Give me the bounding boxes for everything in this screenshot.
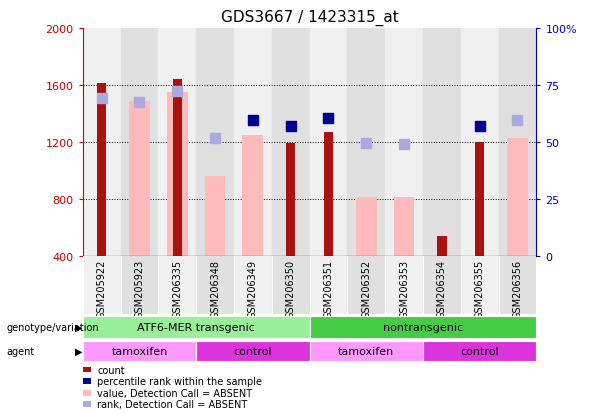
Bar [272, 29, 310, 256]
Bar [310, 256, 348, 314]
Text: tamoxifen: tamoxifen [112, 346, 167, 356]
Bar [498, 29, 536, 256]
Bar [196, 29, 234, 256]
Point [475, 123, 485, 130]
Bar [196, 341, 310, 361]
Text: control: control [234, 346, 272, 356]
Bar [498, 256, 536, 314]
Bar [423, 256, 461, 314]
Bar [83, 341, 196, 361]
Bar [205, 176, 226, 256]
Bar [394, 198, 414, 256]
Text: GSM206354: GSM206354 [437, 259, 447, 318]
Text: GSM206351: GSM206351 [324, 259, 333, 318]
Text: tamoxifen: tamoxifen [338, 346, 394, 356]
Bar [385, 256, 423, 314]
Text: GSM206349: GSM206349 [248, 259, 258, 318]
Point [172, 88, 182, 95]
Bar [121, 256, 158, 314]
Point [399, 141, 409, 148]
Text: genotype/variation: genotype/variation [6, 322, 99, 332]
Bar [158, 256, 196, 314]
Bar [234, 29, 272, 256]
Text: nontransgenic: nontransgenic [383, 322, 463, 332]
Bar [286, 143, 295, 256]
Bar [83, 316, 310, 339]
Bar [356, 197, 376, 256]
Point [324, 115, 333, 122]
Point [134, 100, 145, 106]
Bar [475, 142, 484, 256]
Text: GSM205922: GSM205922 [97, 259, 107, 318]
Point [361, 140, 371, 147]
Bar [324, 133, 333, 256]
Bar [172, 80, 182, 256]
Text: agent: agent [6, 346, 34, 356]
Text: percentile rank within the sample: percentile rank within the sample [97, 376, 262, 386]
Point [286, 123, 295, 130]
Bar [97, 84, 107, 256]
Point [97, 95, 107, 102]
Text: control: control [460, 346, 499, 356]
Bar [423, 341, 536, 361]
Bar [234, 256, 272, 314]
Text: GSM205923: GSM205923 [134, 259, 145, 318]
Bar [348, 256, 385, 314]
Bar [310, 341, 423, 361]
Point [512, 117, 522, 124]
Text: GSM206335: GSM206335 [172, 259, 182, 318]
Bar [461, 256, 498, 314]
Text: value, Detection Call = ABSENT: value, Detection Call = ABSENT [97, 388, 253, 398]
Bar [348, 29, 385, 256]
Bar [385, 29, 423, 256]
Point [248, 117, 257, 124]
Bar [423, 29, 461, 256]
Bar [243, 135, 263, 256]
Text: ▶: ▶ [75, 322, 82, 332]
Text: GSM206348: GSM206348 [210, 259, 220, 318]
Bar [121, 29, 158, 256]
Text: GSM206353: GSM206353 [399, 259, 409, 318]
Bar [507, 138, 528, 256]
Bar [83, 29, 121, 256]
Point [210, 135, 220, 142]
Text: ▶: ▶ [75, 346, 82, 356]
Text: count: count [97, 365, 125, 375]
Bar [129, 101, 150, 256]
Bar [310, 316, 536, 339]
Text: rank, Detection Call = ABSENT: rank, Detection Call = ABSENT [97, 399, 248, 409]
Text: GSM206352: GSM206352 [361, 259, 371, 318]
Text: ATF6-MER transgenic: ATF6-MER transgenic [137, 322, 255, 332]
Bar [461, 29, 498, 256]
Bar [310, 29, 348, 256]
Text: GSM206356: GSM206356 [512, 259, 522, 318]
Text: GSM206355: GSM206355 [474, 259, 485, 318]
Text: GSM206350: GSM206350 [286, 259, 295, 318]
Bar [158, 29, 196, 256]
Bar [272, 256, 310, 314]
Bar [437, 236, 447, 256]
Bar [167, 93, 188, 256]
Bar [196, 256, 234, 314]
Title: GDS3667 / 1423315_at: GDS3667 / 1423315_at [221, 10, 398, 26]
Bar [83, 256, 121, 314]
